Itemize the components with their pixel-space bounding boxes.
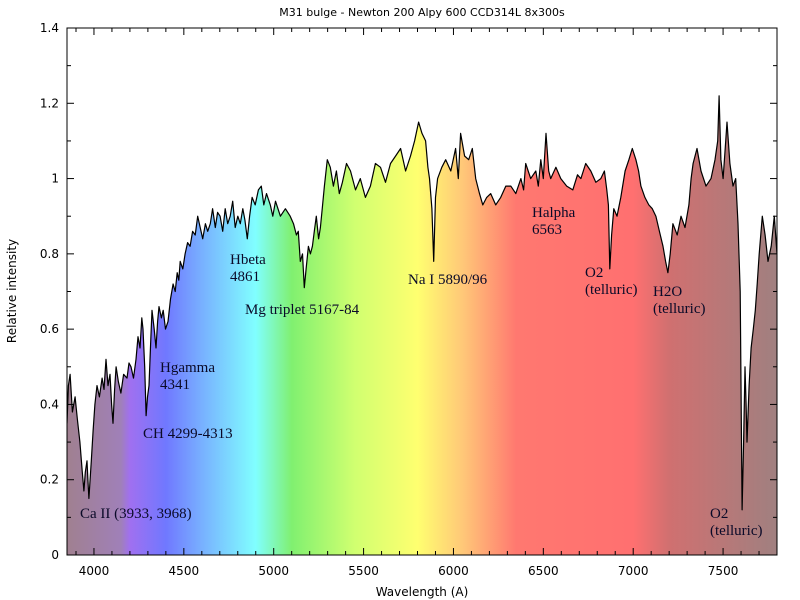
x-axis-label: Wavelength (A) bbox=[376, 585, 469, 599]
annotation-o2-b: O2 (telluric) bbox=[585, 265, 637, 298]
y-tick-label: 0.6 bbox=[40, 322, 59, 336]
y-tick-label: 0.2 bbox=[40, 473, 59, 487]
annotation-ca-ii: Ca II (3933, 3968) bbox=[80, 506, 192, 522]
y-axis-label: Relative intensity bbox=[5, 239, 19, 343]
annotation-halpha: Halpha 6563 bbox=[532, 205, 576, 238]
y-tick-label: 1.2 bbox=[40, 96, 59, 110]
x-tick-label: 7500 bbox=[708, 564, 739, 578]
y-tick-label: 1.4 bbox=[40, 21, 59, 35]
annotations: Ca II (3933, 3968) CH 4299-4313 Hgamma 43… bbox=[80, 205, 762, 539]
y-tick-label: 0.4 bbox=[40, 397, 59, 411]
x-tick-label: 6000 bbox=[438, 564, 469, 578]
annotation-mg-triplet: Mg triplet 5167-84 bbox=[245, 302, 360, 318]
y-tick-label: 1 bbox=[51, 172, 59, 186]
spectrum-fill bbox=[67, 95, 777, 555]
y-tick-label: 0.8 bbox=[40, 247, 59, 261]
x-tick-label: 6500 bbox=[528, 564, 559, 578]
plot-frame bbox=[66, 27, 778, 556]
plot-area bbox=[67, 95, 777, 555]
annotation-h2o: H2O (telluric) bbox=[653, 284, 705, 317]
x-tick-label: 5000 bbox=[258, 564, 289, 578]
annotation-na-i: Na I 5890/96 bbox=[408, 272, 488, 288]
x-tick-label: 4000 bbox=[79, 564, 110, 578]
annotation-hgamma: Hgamma 4341 bbox=[160, 360, 215, 393]
y-tick-label: 0 bbox=[51, 548, 59, 562]
spectrum-line bbox=[67, 95, 777, 511]
axis-ticks: 4000 4500 5000 5500 6000 6500 7000 7500 0 0.2 0.4 0… bbox=[40, 21, 778, 578]
x-tick-label: 5500 bbox=[348, 564, 379, 578]
chart-title: M31 bulge - Newton 200 Alpy 600 CCD314L … bbox=[279, 6, 565, 19]
x-tick-label: 7000 bbox=[618, 564, 649, 578]
annotation-ch: CH 4299-4313 bbox=[143, 426, 233, 442]
annotation-hbeta: Hbeta 4861 bbox=[230, 252, 266, 285]
annotation-o2-a: O2 (telluric) bbox=[710, 506, 762, 539]
x-tick-label: 4500 bbox=[169, 564, 200, 578]
